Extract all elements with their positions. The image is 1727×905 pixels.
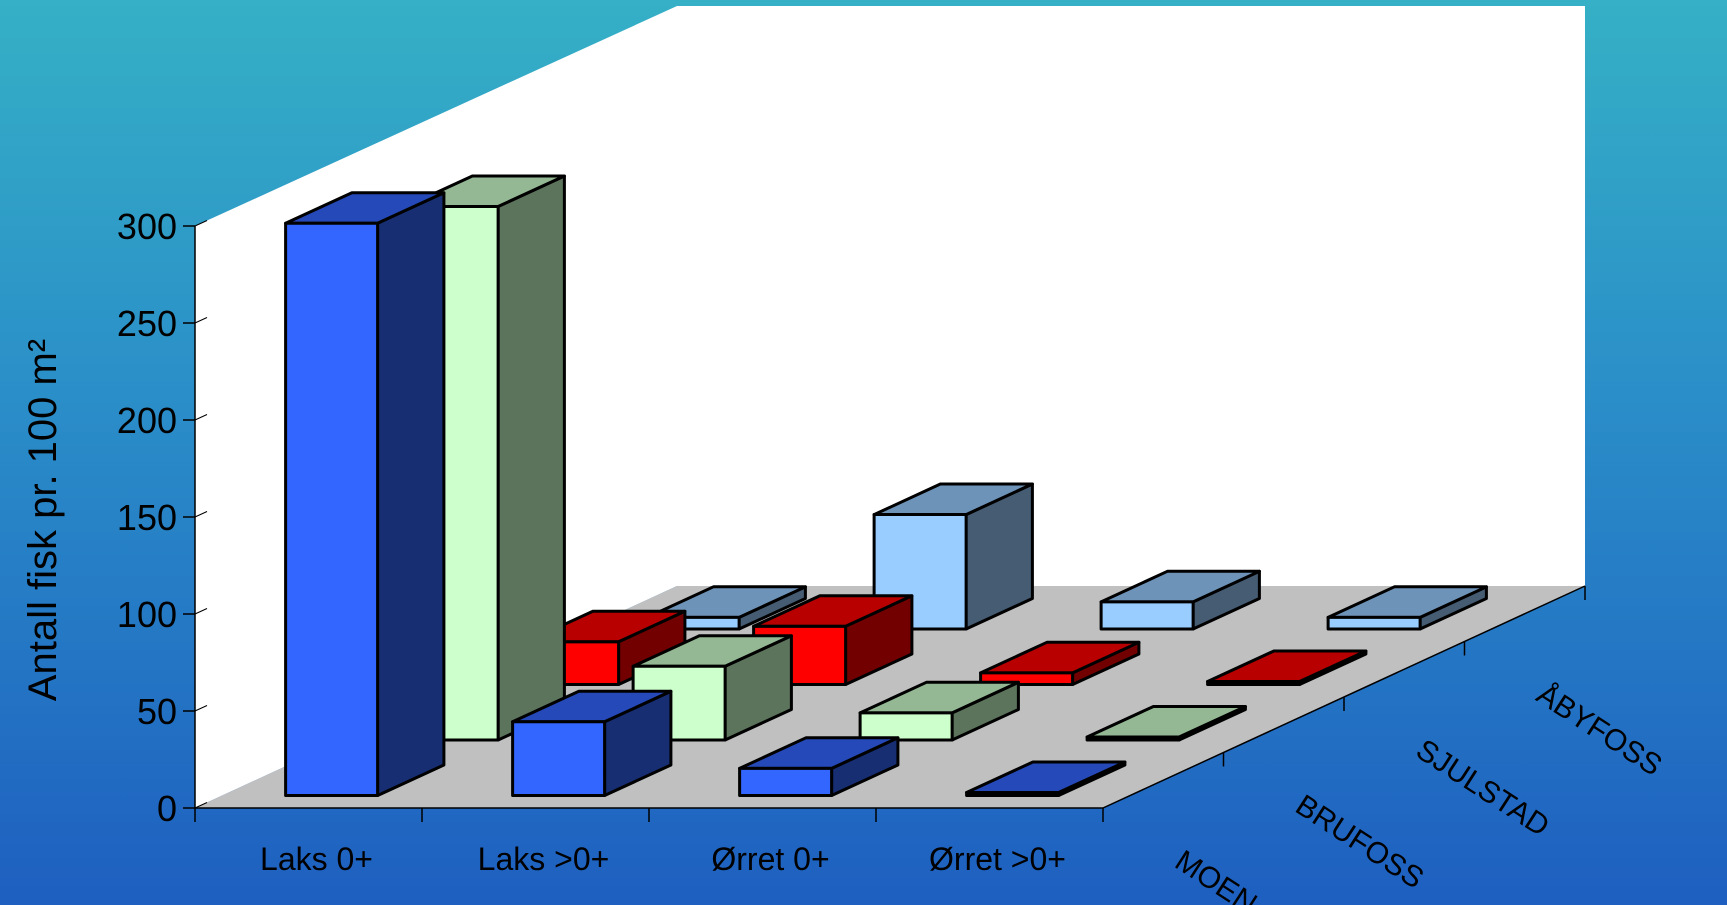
bar-front-face <box>858 711 954 742</box>
series-label: MOEN <box>1169 844 1262 905</box>
bar-sjulstad-3 <box>1206 649 1368 687</box>
bar-front-face <box>1085 735 1181 742</box>
y-axis-label: Antall fisk pr. 100 m² <box>21 339 65 701</box>
x-tick-label: Laks 0+ <box>260 841 373 877</box>
x-tick-label: Laks >0+ <box>478 841 610 877</box>
bar-moen-2 <box>738 736 900 798</box>
y-tick-label: 250 <box>117 303 177 344</box>
y-tick-floor-mark <box>194 802 208 809</box>
bar-front-face <box>1206 680 1302 687</box>
bar-front-face <box>965 791 1061 798</box>
y-tick-label: 50 <box>137 691 177 732</box>
bar-front-face <box>511 720 607 798</box>
bar-moen-1 <box>511 689 673 798</box>
x-tick-label: Ørret 0+ <box>711 841 829 877</box>
bar-åbyfoss-0 <box>645 585 807 631</box>
y-tick-floor-mark <box>194 511 208 518</box>
bar-moen-0 <box>284 191 446 798</box>
y-tick-floor-mark <box>194 414 208 421</box>
y-tick-label: 0 <box>157 788 177 829</box>
bar-moen-3 <box>965 760 1127 798</box>
chart-bars <box>284 174 1488 798</box>
bar-brufoss-2 <box>858 680 1020 742</box>
series-moen-bars <box>284 191 1127 798</box>
series-åbyfoss-bars <box>645 482 1488 631</box>
bar-side-face <box>376 191 446 797</box>
bar-front-face <box>1099 600 1195 631</box>
y-tick-floor-mark <box>194 317 208 324</box>
y-tick-floor-mark <box>194 220 208 227</box>
chart-axes <box>183 220 1586 822</box>
bar-åbyfoss-2 <box>1099 569 1261 631</box>
y-tick-label: 150 <box>117 497 177 538</box>
bar-front-face <box>284 221 380 798</box>
y-tick-floor-mark <box>194 608 208 615</box>
series-label: ÅBYFOSS <box>1531 678 1668 783</box>
bar-åbyfoss-3 <box>1326 585 1488 631</box>
y-tick-floor-mark <box>194 705 208 712</box>
bar-front-face <box>979 671 1075 687</box>
series-label: SJULSTAD <box>1410 733 1555 843</box>
x-tick-label: Ørret >0+ <box>929 841 1066 877</box>
bar-side-face <box>496 174 566 742</box>
y-tick-label: 100 <box>117 594 177 635</box>
y-tick-label: 200 <box>117 400 177 441</box>
bar-front-face <box>738 766 834 798</box>
y-tick-label: 300 <box>117 206 177 247</box>
bar-sjulstad-2 <box>979 640 1141 687</box>
series-label: BRUFOSS <box>1290 789 1430 896</box>
bar-front-face <box>1326 615 1422 631</box>
bar-brufoss-3 <box>1085 705 1247 742</box>
